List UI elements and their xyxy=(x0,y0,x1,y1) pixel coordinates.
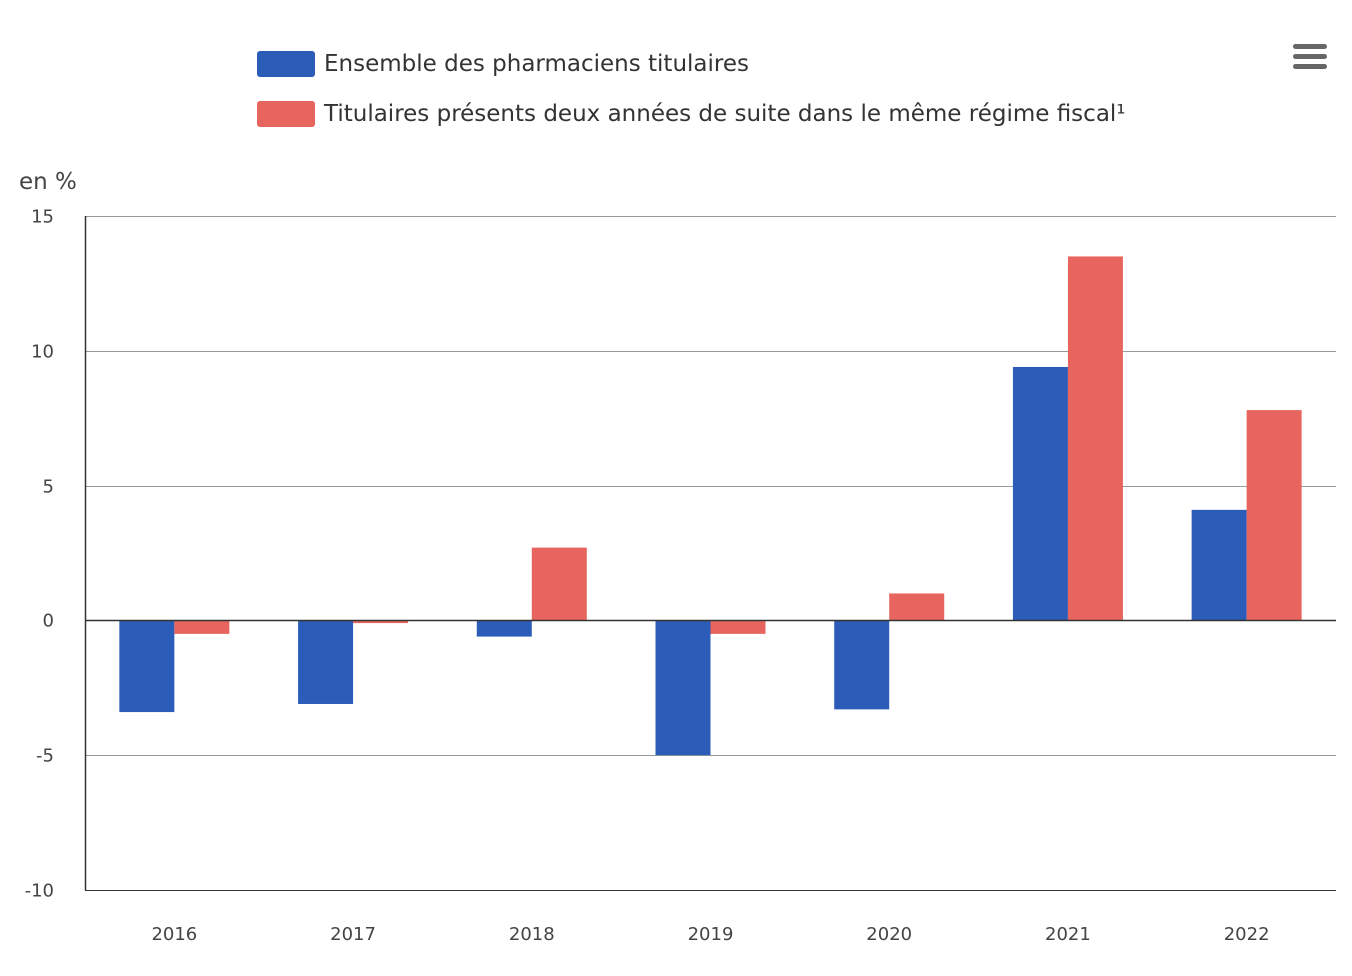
x-tick-label-2017: 2017 xyxy=(330,924,376,945)
y-tick-label-10: 10 xyxy=(31,342,54,363)
bar-2021-series-2 xyxy=(1067,256,1123,621)
y-axis-unit-label: en % xyxy=(19,169,77,195)
bar-2022-series-2 xyxy=(1246,410,1302,621)
bar-2017-series-1 xyxy=(298,620,354,704)
x-tick-label-2016: 2016 xyxy=(151,924,197,945)
bar-2020-series-2 xyxy=(889,593,945,621)
legend-label-ensemble: Ensemble des pharmaciens titulaires xyxy=(324,51,749,77)
tick-labels: 15 10 5 0 -5 -10 2016 2017 2018 2019 2020 2021 2022 xyxy=(25,207,1270,946)
y-tick-label-5: 5 xyxy=(43,477,54,498)
bar-2019-series-1 xyxy=(655,620,711,756)
bar-2022-series-1 xyxy=(1191,509,1247,621)
legend-swatch-titulaires-presents xyxy=(257,101,315,127)
axes xyxy=(84,216,1336,891)
legend-item-ensemble[interactable]: Ensemble des pharmaciens titulaires xyxy=(257,46,1126,82)
chart-menu-button[interactable] xyxy=(1290,42,1330,74)
y-tick-label-0: 0 xyxy=(43,611,54,632)
bar-2020-series-1 xyxy=(834,620,890,710)
bar-2019-series-2 xyxy=(710,620,766,634)
bar-2018-series-1 xyxy=(476,620,532,637)
bar-2017-series-2 xyxy=(353,620,409,624)
x-tick-label-2018: 2018 xyxy=(509,924,555,945)
x-tick-label-2022: 2022 xyxy=(1224,924,1270,945)
bar-2016-series-1 xyxy=(119,620,175,713)
x-tick-label-2021: 2021 xyxy=(1045,924,1091,945)
x-tick-label-2020: 2020 xyxy=(866,924,912,945)
bar-2016-series-2 xyxy=(174,620,230,634)
hamburger-menu-icon xyxy=(1293,44,1327,49)
gridlines xyxy=(85,216,1336,891)
x-tick-label-2019: 2019 xyxy=(688,924,734,945)
bar-2021-series-1 xyxy=(1012,366,1068,621)
bar-2018-series-2 xyxy=(531,547,587,621)
bars xyxy=(119,256,1302,756)
legend-item-titulaires-presents[interactable]: Titulaires présents deux années de suite… xyxy=(257,96,1126,132)
y-tick-label-15: 15 xyxy=(31,207,54,228)
y-tick-label--5: -5 xyxy=(36,746,54,767)
hamburger-menu-icon-bar xyxy=(1293,64,1327,69)
chart-legend: Ensemble des pharmaciens titulaires Titu… xyxy=(257,46,1126,146)
hamburger-menu-icon-bar xyxy=(1293,54,1327,59)
y-tick-label--10: -10 xyxy=(25,881,54,902)
legend-swatch-ensemble xyxy=(257,51,315,77)
legend-label-titulaires-presents: Titulaires présents deux années de suite… xyxy=(324,101,1126,127)
